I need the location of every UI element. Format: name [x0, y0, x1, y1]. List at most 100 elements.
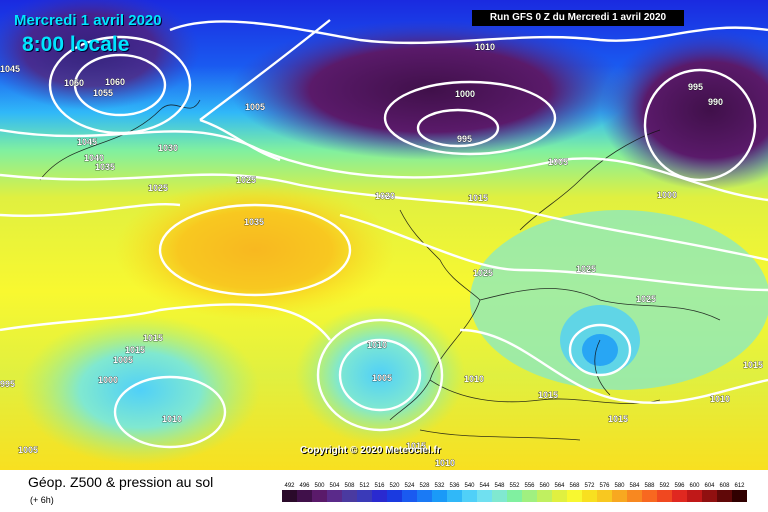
legend-swatch — [327, 490, 342, 502]
legend-value: 540 — [464, 483, 475, 489]
weather-map: 1010 1060 1055 1050 1045 1005 1000 995 9… — [0, 0, 768, 470]
pressure-label: 1010 — [475, 42, 495, 52]
legend-value: 560 — [539, 483, 550, 489]
legend-value: 536 — [449, 483, 460, 489]
pressure-label: 1015 — [743, 360, 763, 370]
legend-value: 544 — [479, 483, 490, 489]
time-label: 8:00 locale — [22, 33, 130, 56]
legend-value: 604 — [704, 483, 715, 489]
legend-value: 592 — [659, 483, 670, 489]
legend-swatch — [522, 490, 537, 502]
legend-swatch — [702, 490, 717, 502]
pressure-label: 1025 — [473, 268, 493, 278]
legend-value: 500 — [314, 483, 325, 489]
legend-value: 596 — [674, 483, 685, 489]
geopotential-low-north — [230, 20, 630, 160]
pressure-label: 1025 — [236, 175, 256, 185]
legend-value: 552 — [509, 483, 520, 489]
pressure-label: 1060 — [105, 77, 125, 87]
legend-swatch — [432, 490, 447, 502]
pressure-label: 1055 — [93, 88, 113, 98]
pressure-label: 1040 — [84, 153, 104, 163]
legend-value: 508 — [344, 483, 355, 489]
pressure-label: 1025 — [576, 264, 596, 274]
legend-swatch — [387, 490, 402, 502]
legend-value: 512 — [359, 483, 370, 489]
pressure-label: 1045 — [77, 137, 97, 147]
pressure-label: 1005 — [548, 157, 568, 167]
pressure-label: 1005 — [245, 102, 265, 112]
legend-swatch — [372, 490, 387, 502]
pressure-label: 1035 — [95, 162, 115, 172]
legend-value: 548 — [494, 483, 505, 489]
pressure-label: 1020 — [375, 191, 395, 201]
legend-value: 516 — [374, 483, 385, 489]
cutoff-low-west — [20, 315, 260, 465]
legend-value: 576 — [599, 483, 610, 489]
pressure-label: 1005 — [372, 373, 392, 383]
color-legend: 492 496 500 504 508 512 516 520 524 528 532 536 540 5… — [282, 483, 747, 502]
legend-value: 608 — [719, 483, 730, 489]
pressure-label: 1030 — [158, 143, 178, 153]
legend-swatch — [357, 490, 372, 502]
pressure-label: 1005 — [18, 445, 38, 455]
pressure-label: 1015 — [125, 345, 145, 355]
pressure-label: 1015 — [143, 333, 163, 343]
cutoff-low-iberia — [295, 305, 465, 445]
legend-swatch — [582, 490, 597, 502]
legend-swatch — [312, 490, 327, 502]
pressure-label: 995 — [688, 82, 703, 92]
legend-swatch — [642, 490, 657, 502]
legend-value: 504 — [329, 483, 340, 489]
legend-swatch — [507, 490, 522, 502]
legend-swatch — [447, 490, 462, 502]
legend-swatch — [492, 490, 507, 502]
legend-swatch — [657, 490, 672, 502]
legend-swatch — [552, 490, 567, 502]
legend-swatch — [402, 490, 417, 502]
legend-swatch — [342, 490, 357, 502]
legend-value: 568 — [569, 483, 580, 489]
legend-value: 556 — [524, 483, 535, 489]
legend-swatch — [687, 490, 702, 502]
legend-value: 600 — [689, 483, 700, 489]
pressure-label: 1035 — [244, 217, 264, 227]
pressure-label: 1015 — [468, 193, 488, 203]
pressure-label: 1010 — [367, 340, 387, 350]
forecast-step: (+ 6h) — [30, 495, 54, 505]
footer-bar: Géop. Z500 & pression au sol (+ 6h) 492 4… — [0, 470, 768, 512]
pressure-label: 995 — [457, 134, 472, 144]
legend-swatch — [627, 490, 642, 502]
legend-value: 532 — [434, 483, 445, 489]
pressure-label: 1000 — [657, 190, 677, 200]
legend-swatch — [282, 490, 297, 502]
copyright-label: Copyright © 2020 Meteociel.fr — [300, 445, 441, 456]
date-label: Mercredi 1 avril 2020 — [14, 12, 162, 29]
pressure-label: 1050 — [64, 78, 84, 88]
product-title: Géop. Z500 & pression au sol — [28, 474, 214, 490]
legend-value: 572 — [584, 483, 595, 489]
atlantic-high — [115, 180, 395, 320]
legend-swatch — [417, 490, 432, 502]
legend-value: 584 — [629, 483, 640, 489]
pressure-label: 1025 — [148, 183, 168, 193]
legend-swatch — [567, 490, 582, 502]
legend-swatch — [732, 490, 747, 502]
trough-east — [470, 210, 768, 390]
trough-east-inner — [582, 334, 618, 366]
pressure-labels: 1010 1060 1055 1050 1045 1005 1000 995 9… — [0, 42, 763, 469]
legend-swatch — [477, 490, 492, 502]
pressure-label: 1025 — [636, 294, 656, 304]
legend-value: 496 — [299, 483, 310, 489]
pressure-label: 1015 — [406, 441, 426, 451]
legend-swatch — [297, 490, 312, 502]
pressure-label: 1045 — [0, 64, 20, 74]
isobars — [0, 19, 768, 449]
pressure-label: 995 — [0, 379, 15, 389]
pressure-label: 1015 — [608, 414, 628, 424]
legend-value: 524 — [404, 483, 415, 489]
pressure-label: 990 — [708, 97, 723, 107]
legend-swatch — [597, 490, 612, 502]
pressure-label: 1000 — [455, 89, 475, 99]
pressure-label: 1005 — [113, 355, 133, 365]
